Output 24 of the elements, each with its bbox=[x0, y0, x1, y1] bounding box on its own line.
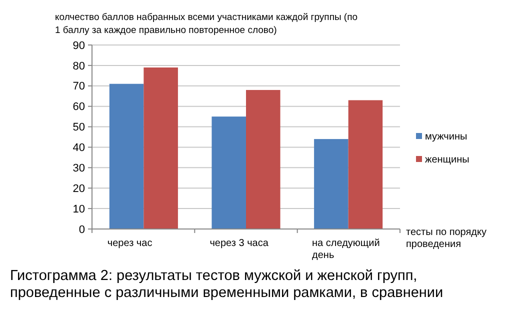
y-tick-label: 40 bbox=[72, 142, 85, 154]
bar bbox=[246, 90, 280, 229]
legend-label: женщины bbox=[425, 154, 470, 166]
text: Гистограмма 2: результаты тестов мужской и женской групп, проведенные с различными временными рамками, в сравнении bbox=[10, 268, 444, 301]
legend-label: мужчины bbox=[425, 132, 468, 142]
y-tick-label: 0 bbox=[78, 224, 85, 236]
y-tick-label: 10 bbox=[72, 203, 85, 216]
x-tick-label: через 3 часа bbox=[210, 238, 269, 249]
bar bbox=[109, 84, 144, 229]
x-axis-title: тесты по порядку проведения bbox=[406, 227, 486, 250]
y-tick-label: 20 bbox=[72, 182, 85, 195]
y-tick-label: 90 bbox=[72, 40, 85, 52]
bar bbox=[144, 67, 178, 229]
y-axis-title: колчество баллов набранных всеми участниками каждой группы (по 1 баллу за каждое правильно повторенное слово) bbox=[55, 12, 358, 36]
bar bbox=[314, 139, 348, 229]
y-tick-label: 60 bbox=[72, 101, 85, 114]
x-tick-label: через час bbox=[107, 238, 152, 249]
y-tick-label: 50 bbox=[72, 122, 85, 134]
y-tick-label: 80 bbox=[72, 60, 85, 72]
y-tick-label: 70 bbox=[72, 80, 85, 93]
bar bbox=[212, 116, 246, 229]
bar bbox=[348, 100, 383, 229]
x-tick-label: на следующий день bbox=[312, 238, 380, 261]
y-tick-label: 30 bbox=[72, 162, 85, 175]
